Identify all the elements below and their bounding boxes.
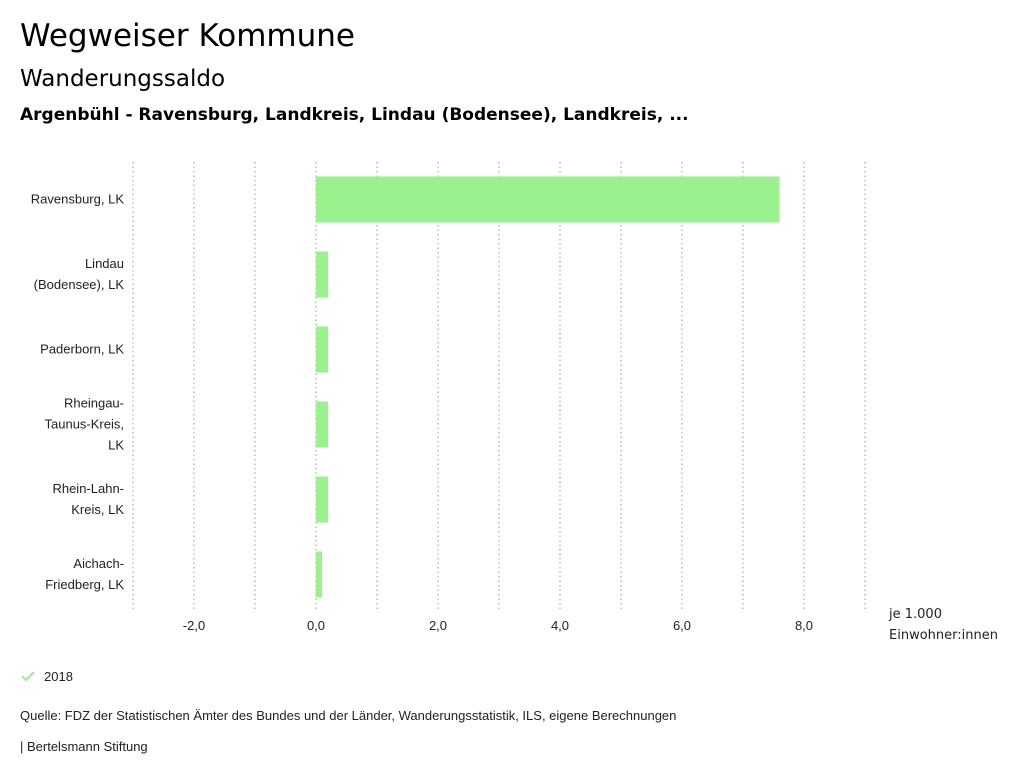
region-heading: Argenbühl - Ravensburg, Landkreis, Linda…	[20, 105, 689, 125]
unit-line-2: Einwohner:innen	[889, 628, 998, 643]
category-label: Friedberg, LK	[45, 577, 124, 592]
x-tick-label: 0,0	[307, 618, 325, 633]
bar	[316, 551, 323, 598]
category-label: LK	[108, 438, 124, 453]
x-tick-label: 4,0	[551, 618, 569, 633]
bar	[316, 251, 329, 298]
category-label: Kreis, LK	[71, 502, 124, 517]
x-tick-label: 6,0	[673, 618, 691, 633]
x-tick-label: 2,0	[429, 618, 447, 633]
bar	[316, 176, 780, 223]
legend[interactable]: 2018	[20, 668, 73, 684]
category-label: Ravensburg, LK	[31, 192, 125, 207]
x-axis-unit-label: je 1.000 Einwohner:innen	[889, 604, 998, 646]
bar-chart: Ravensburg, LK Lindau (Bodensee), LK Paderb…	[31, 162, 866, 633]
category-label: Lindau	[85, 256, 124, 271]
category-label: Aichach-	[73, 556, 124, 571]
bar	[316, 476, 329, 523]
bar	[316, 401, 329, 448]
category-label: Paderborn, LK	[40, 342, 124, 357]
category-label: Rheingau-	[64, 396, 124, 411]
brand-note: | Bertelsmann Stiftung	[20, 739, 148, 754]
chart-subtitle: Wanderungssaldo	[20, 66, 226, 92]
category-label: Rhein-Lahn-	[52, 481, 124, 496]
category-label: (Bodensee), LK	[34, 277, 125, 292]
unit-line-1: je 1.000	[889, 607, 942, 622]
legend-label-2018: 2018	[44, 668, 73, 684]
page-title: Wegweiser Kommune	[20, 18, 355, 54]
bar	[316, 326, 329, 373]
check-icon[interactable]	[20, 668, 36, 684]
category-label: Taunus-Kreis,	[45, 417, 124, 432]
source-note: Quelle: FDZ der Statistischen Ämter des …	[20, 708, 677, 723]
x-tick-label: -2,0	[183, 618, 205, 633]
x-tick-label: 8,0	[795, 618, 813, 633]
